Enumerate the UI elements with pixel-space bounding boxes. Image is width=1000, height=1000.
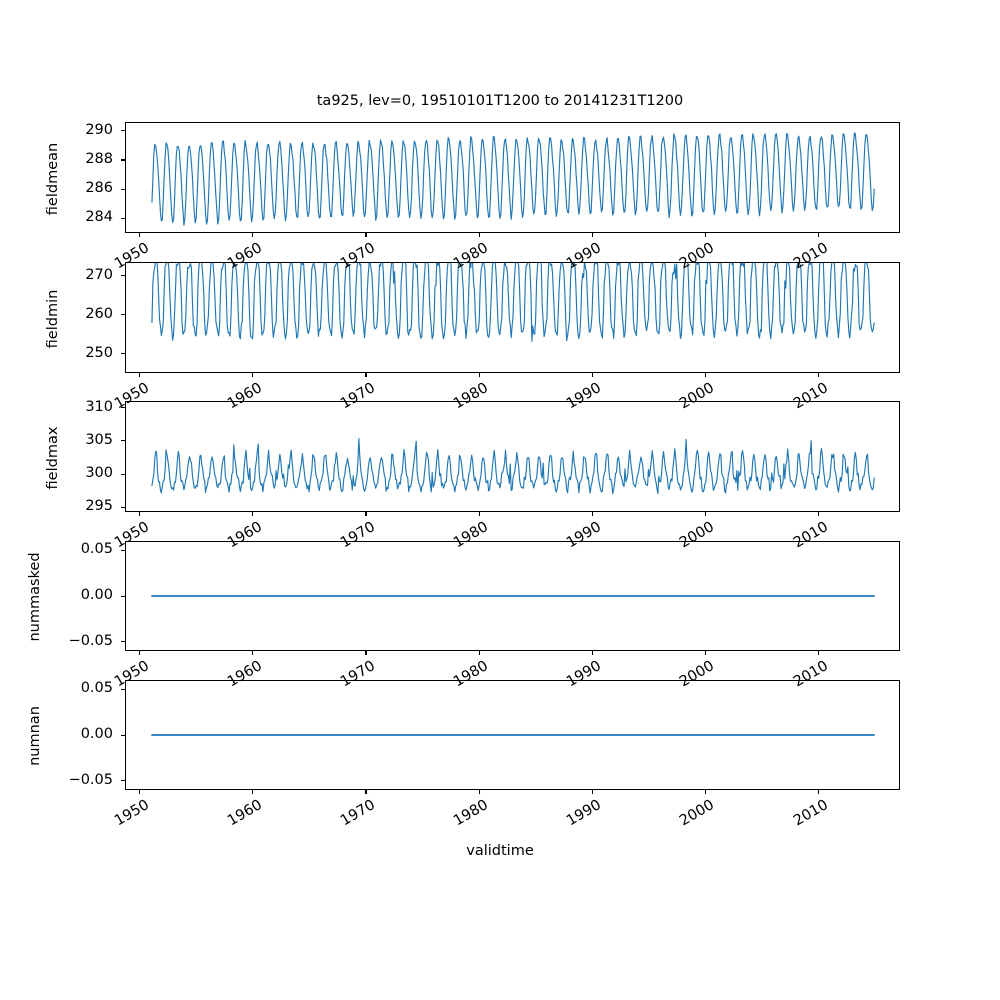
xtick-mark-p0-6 bbox=[818, 233, 820, 238]
xtick-label-p4-5: 2000 bbox=[677, 797, 718, 830]
xtick-mark-p4-5 bbox=[704, 790, 706, 795]
ytick-mark-fieldmean-3 bbox=[120, 130, 125, 132]
xtick-mark-p2-0 bbox=[139, 512, 141, 517]
xtick-mark-p4-1 bbox=[252, 790, 254, 795]
xtick-label-p4-2: 1970 bbox=[338, 797, 378, 830]
subplot-nummasked bbox=[125, 541, 900, 651]
xtick-mark-p0-4 bbox=[591, 233, 593, 238]
ytick-mark-fieldmean-1 bbox=[120, 188, 125, 190]
xtick-mark-p3-4 bbox=[591, 651, 593, 656]
xtick-label-p4-3: 1980 bbox=[451, 797, 492, 830]
xtick-mark-p3-0 bbox=[139, 651, 141, 656]
ytick-label-fieldmax-0: 295 bbox=[85, 498, 113, 515]
ytick-label-fieldmax-2: 305 bbox=[85, 431, 113, 448]
subplot-fieldmax bbox=[125, 401, 900, 512]
xtick-label-p4-4: 1990 bbox=[564, 797, 605, 830]
xtick-mark-p1-0 bbox=[139, 373, 141, 378]
xlabel: validtime bbox=[466, 843, 534, 859]
data-line-fieldmean bbox=[151, 132, 875, 226]
xtick-mark-p1-2 bbox=[365, 373, 367, 378]
ytick-mark-fieldmean-2 bbox=[120, 159, 125, 161]
ytick-mark-fieldmax-0 bbox=[120, 506, 125, 508]
ytick-mark-nummasked-0 bbox=[120, 641, 125, 643]
xtick-mark-p3-6 bbox=[818, 651, 820, 656]
ytick-mark-fieldmax-1 bbox=[120, 473, 125, 475]
xtick-mark-p4-3 bbox=[478, 790, 480, 795]
ytick-mark-nummasked-2 bbox=[120, 549, 125, 551]
data-line-fieldmax bbox=[151, 438, 875, 495]
xtick-mark-p2-4 bbox=[591, 512, 593, 517]
xtick-mark-p4-6 bbox=[818, 790, 820, 795]
xtick-mark-p2-1 bbox=[252, 512, 254, 517]
ytick-label-nummasked-2: 0.05 bbox=[80, 541, 113, 558]
ytick-label-nummasked-1: 0.00 bbox=[80, 587, 113, 603]
ytick-mark-numnan-2 bbox=[120, 688, 125, 690]
subplot-numnan bbox=[125, 680, 900, 790]
ytick-label-numnan-0: −0.05 bbox=[68, 771, 113, 788]
ytick-mark-numnan-0 bbox=[120, 780, 125, 782]
ytick-mark-fieldmax-3 bbox=[120, 407, 125, 409]
xtick-label-p4-1: 1960 bbox=[224, 797, 265, 830]
ytick-mark-fieldmin-2 bbox=[120, 275, 125, 277]
ytick-label-fieldmax-3: 310 bbox=[85, 398, 113, 415]
ytick-label-fieldmean-0: 284 bbox=[85, 209, 113, 226]
ytick-label-fieldmean-3: 290 bbox=[85, 121, 113, 138]
ytick-mark-numnan-1 bbox=[120, 734, 125, 736]
xtick-mark-p4-4 bbox=[591, 790, 593, 795]
xtick-mark-p1-4 bbox=[591, 373, 593, 378]
xtick-mark-p0-5 bbox=[704, 233, 706, 238]
xtick-mark-p2-2 bbox=[365, 512, 367, 517]
ytick-label-numnan-2: 0.05 bbox=[80, 680, 113, 697]
ytick-label-fieldmean-1: 286 bbox=[85, 180, 113, 197]
data-line-fieldmin bbox=[151, 263, 875, 342]
xtick-mark-p3-2 bbox=[365, 651, 367, 656]
figure-title: ta925, lev=0, 19510101T1200 to 20141231T… bbox=[316, 93, 684, 109]
xtick-mark-p3-1 bbox=[252, 651, 254, 656]
xtick-mark-p3-3 bbox=[478, 651, 480, 656]
ytick-mark-fieldmin-0 bbox=[120, 353, 125, 355]
xtick-mark-p1-3 bbox=[478, 373, 480, 378]
ytick-mark-fieldmax-2 bbox=[120, 440, 125, 442]
xtick-mark-p4-2 bbox=[365, 790, 367, 795]
ytick-mark-fieldmean-0 bbox=[120, 217, 125, 219]
ytick-mark-fieldmin-1 bbox=[120, 314, 125, 316]
subplot-fieldmean bbox=[125, 122, 900, 233]
ytick-label-fieldmin-1: 260 bbox=[85, 305, 113, 322]
xtick-mark-p0-2 bbox=[365, 233, 367, 238]
ytick-label-nummasked-0: −0.05 bbox=[68, 632, 113, 649]
xtick-mark-p0-0 bbox=[139, 233, 141, 238]
ytick-label-fieldmin-0: 250 bbox=[85, 344, 113, 361]
ytick-mark-nummasked-1 bbox=[120, 595, 125, 597]
xtick-mark-p1-5 bbox=[704, 373, 706, 378]
xtick-mark-p1-1 bbox=[252, 373, 254, 378]
xtick-mark-p2-3 bbox=[478, 512, 480, 517]
xtick-mark-p0-3 bbox=[478, 233, 480, 238]
xtick-mark-p2-5 bbox=[704, 512, 706, 517]
xtick-mark-p4-0 bbox=[139, 790, 141, 795]
xtick-mark-p1-6 bbox=[818, 373, 820, 378]
xtick-label-p4-0: 1950 bbox=[111, 797, 152, 830]
xtick-mark-p3-5 bbox=[704, 651, 706, 656]
xtick-label-p4-6: 2010 bbox=[790, 797, 831, 830]
subplot-fieldmin bbox=[125, 262, 900, 373]
xtick-mark-p0-1 bbox=[252, 233, 254, 238]
ytick-label-fieldmax-1: 300 bbox=[85, 465, 113, 482]
ytick-label-numnan-1: 0.00 bbox=[80, 726, 113, 742]
xtick-mark-p2-6 bbox=[818, 512, 820, 517]
ytick-label-fieldmin-2: 270 bbox=[85, 266, 113, 283]
ytick-label-fieldmean-2: 288 bbox=[85, 150, 113, 167]
